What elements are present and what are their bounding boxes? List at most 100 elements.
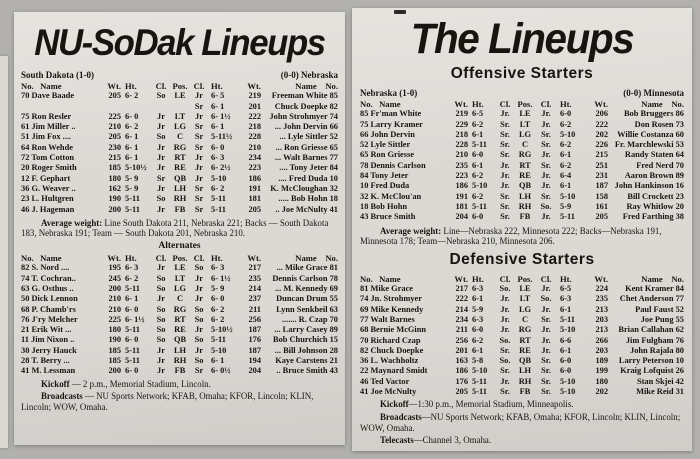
cell: 5-11 — [125, 356, 140, 366]
cell: 162 — [108, 183, 121, 193]
cell: Sr. — [541, 129, 551, 139]
cell: 187 — [248, 345, 261, 355]
cell: Stan Skjei 42 — [636, 376, 684, 386]
cell: 210 — [248, 142, 261, 152]
cell: 6- 0 — [125, 335, 139, 345]
note-text: — 2 p.m., Memorial Stadium, Lincoln. — [69, 378, 211, 389]
cell: Jr — [157, 142, 165, 152]
header-cell: No. Name — [21, 81, 62, 91]
cell: 203 — [595, 345, 608, 355]
cell: 46 J. Hageman — [21, 204, 75, 214]
table-header-row: No. Name Wt. Ht. Cl. Pos. Cl. Ht. Wt. Name No. — [21, 81, 338, 91]
cell: 245 — [108, 273, 121, 283]
cell: RH — [173, 194, 187, 204]
cell: Mike Reid 31 — [636, 387, 684, 397]
table-row: 20 Roger Smith 185 5-10½ Jr RE Jr 6- 2½ 223....… — [21, 163, 338, 173]
left-kickoff-note: Kickoff — 2 p.m., Memorial Stadium, Linc… — [21, 379, 338, 390]
cell: 6-3 — [472, 284, 484, 294]
header-cell: No. Name — [21, 253, 62, 264]
table-row: 68 P. Chamb'rs 210 6- 0 So RG So 6- 2 211 Lynn S… — [21, 305, 338, 315]
cell: 6-2 — [472, 191, 484, 201]
cell: 5-11 — [125, 325, 140, 335]
cell: 229 — [455, 119, 468, 129]
cell: 180 — [108, 325, 121, 335]
cell: FB — [519, 387, 531, 397]
header-cell: No. Name — [360, 99, 401, 109]
cell: 30 Jerry Hauck — [21, 345, 77, 355]
cell: Sr — [194, 132, 204, 142]
cell: 176 — [248, 335, 261, 345]
cell: ... John Dervin 66 — [274, 122, 338, 132]
cell: 6- 1 — [211, 356, 225, 366]
note-lead: Telecasts — [380, 435, 414, 446]
header-cell: Wt. — [594, 273, 608, 284]
table-row: 36 L. Wachholtz 163 5-8 So. QB Sr. 6-0 189 Larry… — [360, 356, 684, 366]
table-row: 30 Jerry Hauck 185 5-11 Jr LH Jr 5-10 187 ... Bi… — [21, 346, 338, 356]
cell: LE — [174, 91, 186, 101]
cell: Sr. — [500, 387, 510, 397]
note-lead: Average weight: — [41, 217, 103, 228]
cell: 235 — [248, 273, 261, 283]
cell: So — [156, 283, 166, 293]
cell: ... M. Kennedy 69 — [274, 283, 338, 293]
cell: 6-5 — [472, 109, 484, 119]
cell: 176 — [455, 376, 468, 386]
cell: RE — [174, 325, 186, 335]
cell: 6- 1½ — [211, 273, 231, 283]
cell: Sr. — [541, 191, 551, 201]
cell: 224 — [595, 284, 608, 294]
cell: 256 — [248, 314, 261, 324]
header-cell: Name No. — [295, 81, 338, 91]
cell: 228 — [455, 140, 468, 150]
cell: RT — [174, 314, 186, 324]
header-cell: Wt. — [594, 99, 608, 109]
table-row: 41 M. Lessman 200 6- 0 Jr FB Sr 6- 0½ 204 .. Bru… — [21, 366, 338, 376]
cell: ... Larry Casey 89 — [274, 325, 338, 335]
cell: Sr. — [541, 376, 551, 386]
cell: Sr — [194, 366, 204, 376]
cell: C — [521, 314, 529, 324]
cell: 5-11 — [211, 204, 226, 214]
cell: Randy Staten 64 — [624, 150, 684, 160]
table-header-row: No. Name Wt. Ht. Cl. Pos. Cl. Ht. Wt. Name No. — [360, 274, 684, 284]
cell: Jr — [157, 294, 165, 304]
cell: Jr — [157, 204, 165, 214]
cell: 6- 0 — [125, 111, 139, 121]
table-row: 82 S. Nord .... 195 6- 3 Jr LE So 6- 3 217 ... M… — [21, 263, 338, 273]
cell: 28 T. Berry ... — [21, 356, 70, 366]
cell: Jr. — [541, 304, 551, 314]
cell: John Hankinson 16 — [614, 181, 684, 191]
cell: 77 Walt Barnes — [360, 314, 415, 324]
cell: Sr. — [500, 119, 510, 129]
header-cell: Ht. — [560, 99, 572, 109]
cell: C — [176, 294, 184, 304]
cell: 81 Mike Grace — [360, 284, 414, 294]
cell: RE — [519, 171, 531, 181]
cell: 6-0 — [472, 325, 484, 335]
cell: 6-2 — [472, 335, 484, 345]
cell: 6-1 — [560, 304, 572, 314]
cell: Jr — [157, 153, 165, 163]
table-row: 18 Bob Hohn 181 5-11 Sr. RH So. 5-9 161 Ray Whit… — [360, 202, 684, 212]
cell: 74 T. Cochran.. — [21, 273, 76, 283]
header-cell: Cl. — [540, 273, 552, 284]
header-cell: Wt. — [247, 253, 261, 264]
cell: 78 Dennis Carlson — [360, 160, 426, 170]
offensive-starters-table: No. Name Wt. Ht. Cl. Pos. Cl. Ht. Wt. Name No. 85… — [360, 99, 684, 223]
cell: RH — [518, 376, 532, 386]
cell — [169, 102, 191, 112]
table-row: 10 Fred Duda 186 5-10 Jr. QB Jr. 6-1 187 John Ha… — [360, 181, 684, 191]
cell: Duncan Drum 55 — [276, 294, 338, 304]
cell: 6- 2 — [211, 304, 225, 314]
cell: 211 — [248, 304, 261, 314]
cell: 190 — [108, 194, 121, 204]
cell: 6- 5 — [211, 91, 225, 101]
cell: Lynn Senkbeil 63 — [276, 304, 338, 314]
header-cell: Ht. — [125, 81, 137, 91]
cell: Jr — [157, 122, 165, 132]
cell: Jr. — [541, 109, 551, 119]
cell: So — [156, 91, 166, 101]
table-row: 82 Chuck Doepke 201 6-1 Sr. RE Jr. 6-1 203 John … — [360, 346, 684, 356]
cell: 6-5 — [560, 284, 572, 294]
cell: LT — [519, 294, 531, 304]
